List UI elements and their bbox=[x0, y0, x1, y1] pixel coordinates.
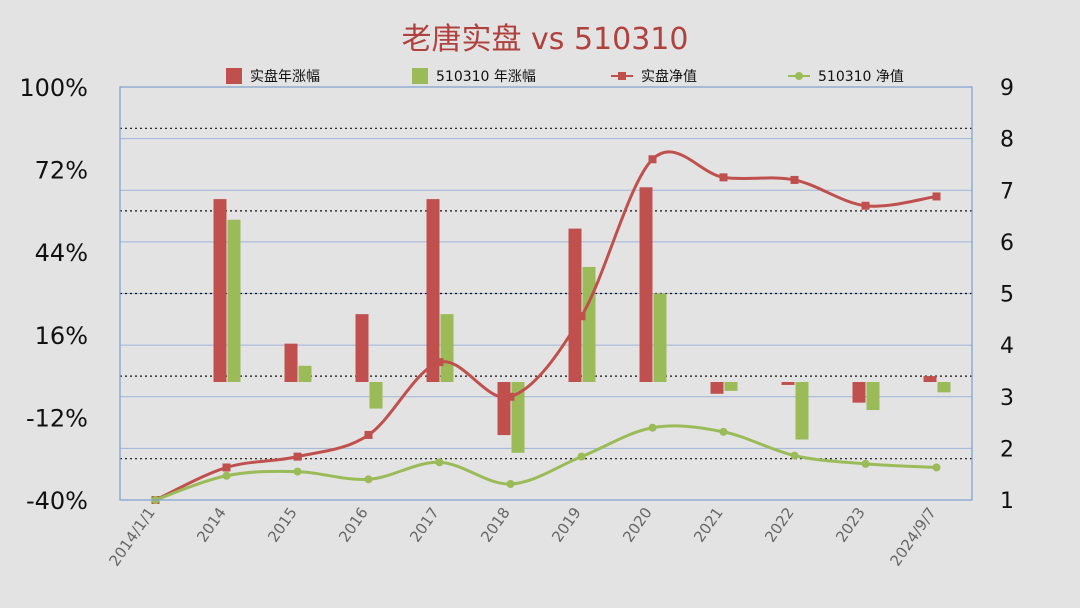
bar-510310-2 bbox=[298, 365, 312, 382]
marker-shipan-10 bbox=[861, 201, 870, 210]
bar-shipan-11 bbox=[923, 376, 937, 382]
marker-shipan-9 bbox=[790, 175, 799, 184]
legend-swatch-510310-bar bbox=[412, 68, 428, 84]
bar-shipan-2 bbox=[284, 343, 298, 382]
bar-510310-6 bbox=[582, 266, 596, 382]
bar-shipan-6 bbox=[568, 228, 582, 382]
y-left-tick: 44% bbox=[35, 239, 88, 267]
x-tick: 2022 bbox=[761, 504, 798, 546]
marker-shipan-1 bbox=[222, 463, 231, 472]
legend-marker-shipan bbox=[618, 72, 626, 80]
marker-shipan-2 bbox=[293, 452, 302, 461]
legend-label: 510310 净值 bbox=[818, 69, 904, 85]
y-right-tick: 7 bbox=[1000, 179, 1014, 204]
marker-510310-7 bbox=[648, 423, 657, 432]
marker-510310-10 bbox=[861, 459, 870, 468]
grid bbox=[120, 127, 972, 460]
bar-510310-3 bbox=[369, 382, 383, 409]
bar-510310-1 bbox=[227, 219, 241, 382]
bar-510310-11 bbox=[937, 382, 951, 393]
bar-510310-7 bbox=[653, 293, 667, 382]
y-left-tick: 100% bbox=[19, 74, 88, 102]
bar-shipan-5 bbox=[497, 382, 511, 436]
marker-shipan-4 bbox=[435, 358, 444, 367]
legend-swatch-shipan-bar bbox=[226, 68, 242, 84]
x-tick: 2017 bbox=[406, 504, 443, 546]
marker-shipan-7 bbox=[648, 155, 657, 164]
bar-shipan-1 bbox=[213, 199, 227, 382]
marker-shipan-3 bbox=[364, 430, 373, 439]
x-tick: 2024/9/7 bbox=[886, 504, 939, 570]
bar-shipan-3 bbox=[355, 314, 369, 382]
y-right-tick: 5 bbox=[1000, 283, 1014, 308]
bar-shipan-4 bbox=[426, 199, 440, 382]
x-tick: 2020 bbox=[619, 504, 656, 546]
marker-510310-4 bbox=[435, 458, 444, 467]
plot-frame bbox=[119, 86, 973, 501]
marker-shipan-11 bbox=[932, 192, 941, 201]
marker-510310-3 bbox=[364, 475, 373, 484]
marker-510310-6 bbox=[577, 452, 586, 461]
x-tick: 2021 bbox=[690, 504, 727, 546]
y-right-tick: 6 bbox=[1000, 231, 1014, 256]
line-510310 bbox=[155, 424, 937, 502]
y-right-tick: 1 bbox=[1000, 489, 1014, 514]
x-tick: 2014/1/1 bbox=[105, 504, 158, 570]
legend-label: 实盘年涨幅 bbox=[250, 68, 320, 85]
line-shipan bbox=[154, 150, 937, 502]
bar-shipan-10 bbox=[852, 382, 866, 403]
chart-title: 老唐实盘 vs 510310 bbox=[402, 22, 689, 57]
y-right-tick: 3 bbox=[1000, 386, 1014, 411]
marker-510310-11 bbox=[932, 463, 941, 472]
bars bbox=[213, 187, 951, 453]
bar-shipan-7 bbox=[639, 187, 653, 382]
legend-marker-510310 bbox=[795, 72, 803, 80]
y-left-tick: -40% bbox=[26, 487, 88, 515]
x-tick: 2016 bbox=[335, 504, 372, 546]
plot-border bbox=[119, 86, 973, 501]
y-left-tick: 72% bbox=[35, 157, 88, 185]
x-tick: 2023 bbox=[832, 504, 869, 546]
y-right-tick: 2 bbox=[1000, 437, 1014, 462]
x-tick: 2018 bbox=[477, 504, 514, 546]
legend-label: 实盘净值 bbox=[641, 68, 697, 85]
x-tick: 2015 bbox=[264, 504, 301, 546]
legend: 实盘年涨幅 510310 年涨幅 实盘净值 510310 净值 bbox=[226, 68, 904, 85]
x-tick: 2014 bbox=[193, 504, 230, 546]
y-left-tick: -12% bbox=[26, 404, 88, 432]
bar-510310-5 bbox=[511, 382, 525, 453]
marker-shipan-6 bbox=[577, 312, 586, 321]
bar-510310-4 bbox=[440, 314, 454, 382]
marker-shipan-8 bbox=[719, 173, 728, 182]
marker-510310-8 bbox=[719, 427, 728, 436]
marker-510310-9 bbox=[790, 451, 799, 460]
y-right-tick: 8 bbox=[1000, 128, 1014, 153]
legend-label: 510310 年涨幅 bbox=[436, 69, 536, 85]
lines bbox=[151, 150, 941, 504]
x-tick: 2019 bbox=[548, 504, 585, 546]
marker-510310-1 bbox=[222, 471, 231, 480]
marker-510310-5 bbox=[506, 479, 515, 488]
bar-shipan-8 bbox=[710, 382, 724, 394]
bar-shipan-9 bbox=[781, 382, 795, 385]
y-right-tick: 9 bbox=[1000, 76, 1014, 101]
y-right-tick: 4 bbox=[1000, 334, 1014, 359]
marker-shipan-5 bbox=[506, 392, 515, 401]
marker-510310-2 bbox=[293, 467, 302, 476]
bar-510310-10 bbox=[866, 382, 880, 411]
bar-510310-9 bbox=[795, 382, 809, 440]
y-left-tick: 16% bbox=[35, 322, 88, 350]
bar-510310-8 bbox=[724, 382, 738, 391]
